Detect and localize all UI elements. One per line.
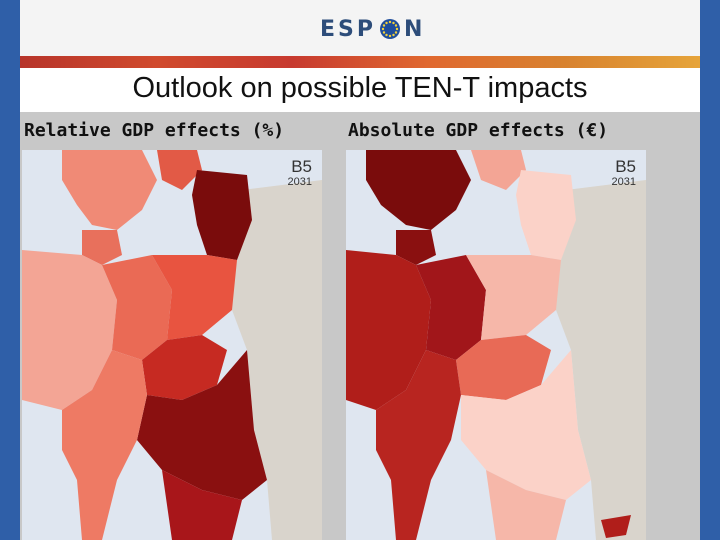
region-balkans	[461, 350, 591, 500]
region-denmark	[396, 230, 436, 265]
logo-text-left: ESP	[320, 16, 376, 42]
region-scandinavia	[366, 150, 471, 230]
region-baltics	[192, 170, 252, 260]
region-italy	[376, 350, 461, 540]
page-title: Outlook on possible TEN-T impacts	[132, 72, 588, 104]
region-balkans	[137, 350, 267, 500]
map-absolute-svg	[346, 150, 646, 540]
region-poland	[466, 255, 561, 340]
region-finland	[157, 150, 202, 190]
region-west	[346, 250, 431, 410]
non-eu-land	[227, 180, 322, 540]
region-greece	[162, 470, 242, 540]
region-denmark	[82, 230, 122, 265]
scenario-code: B5	[291, 157, 312, 176]
map-heading-relative: Relative GDP effects (%)	[24, 120, 285, 141]
region-istanbul	[601, 515, 631, 538]
region-central	[142, 335, 227, 400]
region-west	[22, 250, 117, 410]
eu-stars-icon	[380, 19, 400, 39]
map-relative-gdp: B5 2031	[22, 150, 322, 540]
scenario-year: 2031	[287, 176, 312, 188]
region-baltics	[516, 170, 576, 260]
header-stripe	[20, 56, 700, 68]
region-greece	[486, 470, 566, 540]
title-band: Outlook on possible TEN-T impacts	[20, 68, 700, 112]
map-label-absolute: B5 2031	[611, 157, 636, 189]
map-heading-absolute: Absolute GDP effects (€)	[348, 120, 609, 141]
region-central	[456, 335, 551, 400]
logo-text-right: N	[404, 16, 426, 42]
region-italy	[62, 350, 147, 540]
region-germany	[416, 255, 486, 360]
map-label-relative: B5 2031	[287, 157, 312, 189]
non-eu-land	[551, 180, 646, 540]
map-absolute-gdp: B5 2031	[346, 150, 646, 540]
scenario-code: B5	[615, 157, 636, 176]
scenario-year: 2031	[611, 176, 636, 188]
espon-logo: ESP N	[320, 14, 425, 44]
region-poland	[152, 255, 237, 340]
region-germany	[102, 255, 172, 360]
region-finland	[471, 150, 526, 190]
region-scandinavia	[62, 150, 157, 230]
logo-bar: ESP N	[20, 0, 700, 56]
map-relative-svg	[22, 150, 322, 540]
